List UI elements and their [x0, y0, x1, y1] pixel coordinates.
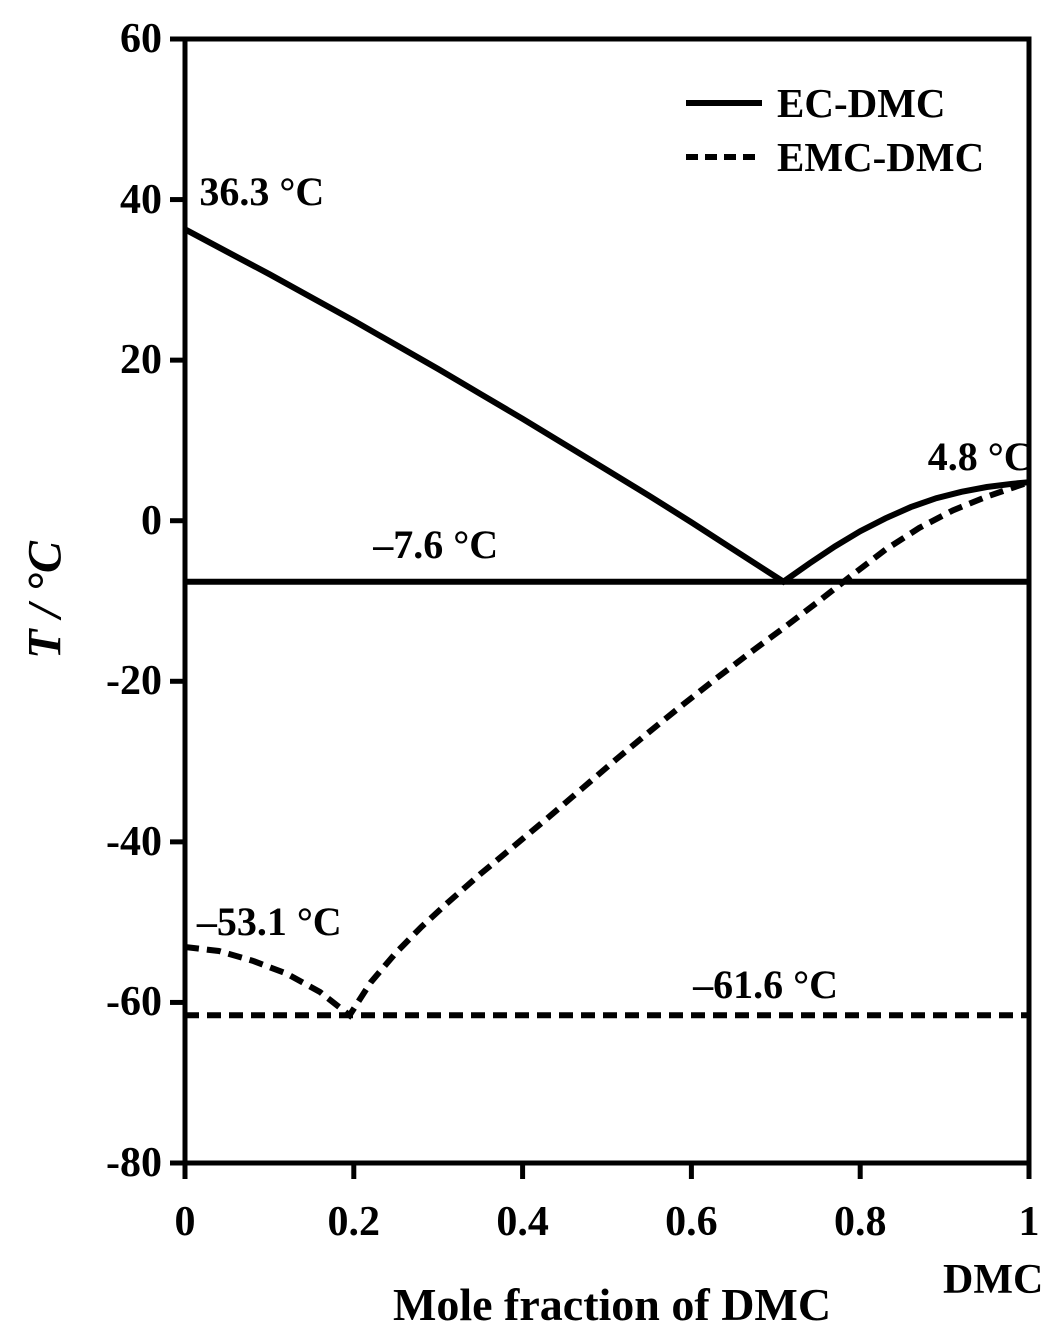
y-tick-label: 40: [120, 176, 162, 223]
legend-label-ec-dmc: EC-DMC: [777, 80, 946, 126]
legend-entry-ec-dmc: EC-DMC: [686, 76, 984, 130]
annotation-ec-pure-melting-point: 36.3 °C: [199, 169, 325, 215]
x-axis-right-label: DMC: [943, 1257, 1044, 1303]
legend-dashed-line-swatch: [686, 154, 762, 160]
legend-entry-emc-dmc: EMC-DMC: [686, 130, 984, 184]
x-tick-label: 0.6: [665, 1199, 718, 1245]
x-tick-label: 0.2: [327, 1199, 381, 1245]
annotation-emc-pure-melting-point: –53.1 °C: [196, 899, 342, 945]
x-tick-label: 0.8: [833, 1199, 887, 1245]
x-tick-label: 0.4: [496, 1199, 549, 1245]
y-tick-label: 60: [120, 16, 162, 62]
y-tick-label: 0: [141, 497, 162, 544]
y-tick-label: -60: [106, 979, 162, 1026]
plot-frame: [182, 36, 1032, 1166]
y-tick-label: 20: [120, 337, 162, 384]
legend: EC-DMC EMC-DMC: [686, 76, 984, 184]
annotation-dmc-pure-melting-point: 4.8 °C: [927, 434, 1033, 480]
y-axis-label: T / °C: [18, 541, 72, 659]
legend-label-emc-dmc: EMC-DMC: [777, 134, 985, 180]
x-axis-label: Mole fraction of DMC: [392, 1279, 832, 1329]
annotation-ec-dmc-eutectic-temperature: –7.6 °C: [373, 521, 499, 567]
y-tick-label: -40: [106, 818, 162, 865]
legend-solid-line-swatch: [686, 100, 762, 106]
series-ec-dmc-liquidus: [183, 226, 1030, 586]
annotation-emc-dmc-eutectic-temperature: –61.6 °C: [693, 961, 838, 1007]
y-tick-label: -20: [106, 658, 162, 705]
series-emc-dmc-liquidus: [184, 479, 1030, 1020]
x-tick-label: 1: [1018, 1199, 1040, 1245]
y-tick-label: -80: [106, 1140, 162, 1186]
x-tick-label: 0: [174, 1199, 196, 1245]
